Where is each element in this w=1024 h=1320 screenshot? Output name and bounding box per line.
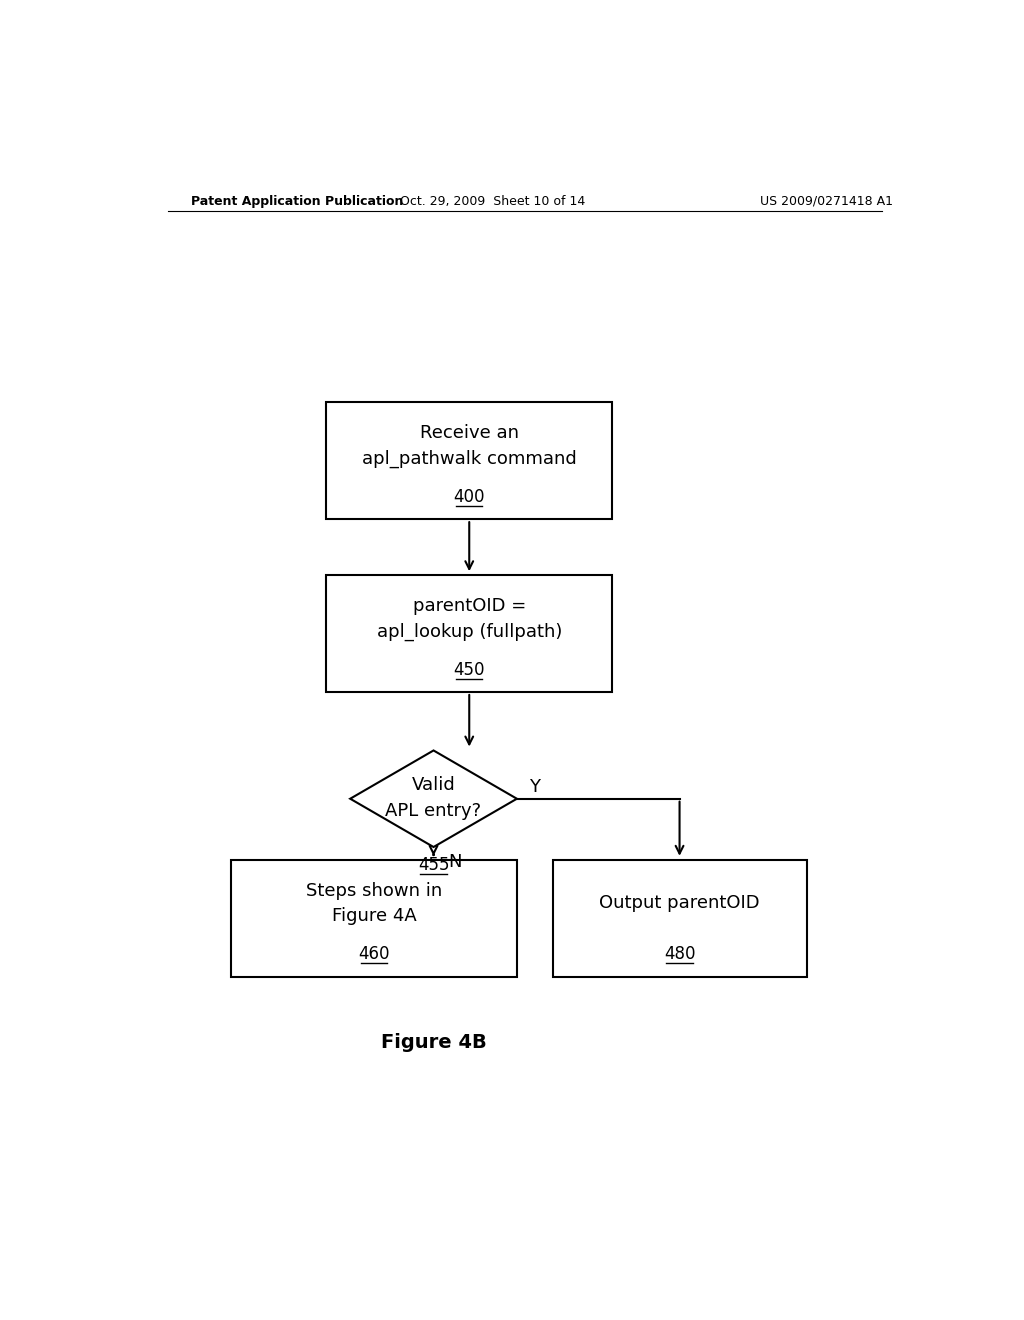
Text: Steps shown in: Steps shown in: [306, 882, 442, 900]
Text: Receive an: Receive an: [420, 424, 519, 442]
Text: Figure 4A: Figure 4A: [332, 907, 417, 925]
FancyBboxPatch shape: [553, 859, 807, 977]
Text: apl_lookup (fullpath): apl_lookup (fullpath): [377, 623, 562, 640]
Polygon shape: [350, 751, 517, 847]
FancyBboxPatch shape: [231, 859, 517, 977]
Text: Patent Application Publication: Patent Application Publication: [191, 194, 403, 207]
Text: 450: 450: [454, 660, 485, 678]
Text: 460: 460: [358, 945, 390, 964]
Text: Oct. 29, 2009  Sheet 10 of 14: Oct. 29, 2009 Sheet 10 of 14: [400, 194, 586, 207]
Text: 480: 480: [664, 945, 695, 964]
FancyBboxPatch shape: [327, 576, 612, 692]
Text: 400: 400: [454, 488, 485, 506]
Text: parentOID =: parentOID =: [413, 597, 526, 615]
Text: 455: 455: [418, 857, 450, 874]
Text: Valid: Valid: [412, 776, 456, 793]
Text: apl_pathwalk command: apl_pathwalk command: [361, 450, 577, 467]
Text: US 2009/0271418 A1: US 2009/0271418 A1: [760, 194, 893, 207]
Text: N: N: [447, 853, 462, 871]
Text: Output parentOID: Output parentOID: [599, 894, 760, 912]
Text: Figure 4B: Figure 4B: [381, 1034, 486, 1052]
Text: Y: Y: [528, 777, 540, 796]
FancyBboxPatch shape: [327, 403, 612, 519]
Text: APL entry?: APL entry?: [385, 803, 481, 820]
